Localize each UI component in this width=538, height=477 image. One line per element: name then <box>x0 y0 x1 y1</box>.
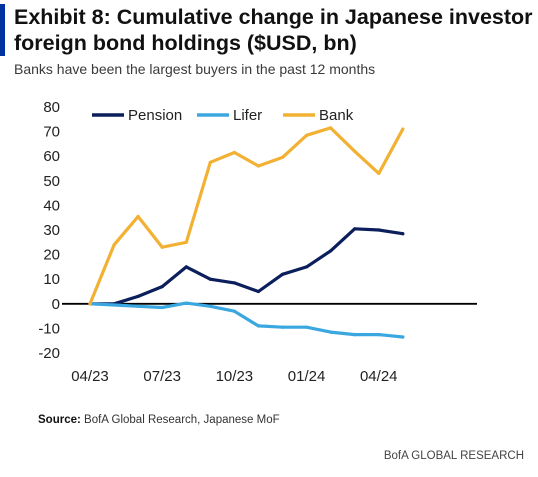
y-tick-label: 40 <box>43 197 60 214</box>
data-point-lifer <box>184 301 188 305</box>
data-point-pension <box>329 249 333 253</box>
y-tick-label: -10 <box>38 320 60 337</box>
data-point-lifer <box>305 325 309 329</box>
data-point-pension <box>377 228 381 232</box>
y-tick-label: 80 <box>43 99 60 116</box>
series-line-pension <box>88 227 405 306</box>
y-tick-label: 10 <box>43 271 60 288</box>
data-point-bank <box>160 245 164 249</box>
data-point-bank <box>377 171 381 175</box>
y-tick-label: -20 <box>38 345 60 362</box>
source-text: BofA Global Research, Japanese MoF <box>80 414 280 426</box>
source-label: Source: <box>38 414 81 426</box>
data-point-pension <box>184 265 188 269</box>
legend-label-bank: Bank <box>319 107 354 124</box>
data-point-bank <box>232 150 236 155</box>
series-lifer <box>88 301 405 339</box>
data-point-lifer <box>401 335 405 339</box>
data-point-lifer <box>329 330 333 334</box>
data-point-lifer <box>280 325 285 329</box>
chart-subtitle: Banks have been the largest buyers in th… <box>14 61 376 77</box>
title-accent-bar <box>0 4 5 56</box>
data-point-bank <box>256 164 260 168</box>
y-tick-label: 0 <box>52 296 60 313</box>
y-tick-label: 50 <box>43 173 60 190</box>
y-axis: -20 -10 0 10 20 30 40 50 60 70 80 <box>38 99 60 362</box>
data-point-lifer <box>208 304 212 308</box>
series-layer <box>88 126 405 339</box>
x-tick-label: 01/24 <box>288 368 326 385</box>
data-point-pension <box>401 232 405 236</box>
data-point-lifer <box>112 303 116 307</box>
data-point-pension <box>353 227 357 231</box>
data-point-lifer <box>256 324 260 328</box>
x-tick-label: 04/23 <box>71 368 109 385</box>
data-point-pension <box>136 294 140 298</box>
legend-label-pension: Pension <box>128 107 182 124</box>
legend-label-lifer: Lifer <box>233 107 262 124</box>
data-point-bank <box>280 155 285 159</box>
y-tick-label: 60 <box>43 148 60 165</box>
data-point-lifer <box>232 309 236 313</box>
legend: Pension Lifer Bank <box>92 107 354 124</box>
data-point-bank <box>184 240 188 244</box>
y-tick-label: 20 <box>43 247 60 264</box>
series-line-bank <box>88 126 405 306</box>
data-point-pension <box>208 277 212 281</box>
data-point-pension <box>160 285 164 289</box>
data-point-bank <box>401 127 405 131</box>
series-line-lifer <box>88 301 405 339</box>
data-point-bank <box>88 302 92 306</box>
data-point-pension <box>232 281 236 285</box>
data-point-bank <box>136 214 140 219</box>
data-point-lifer <box>160 305 164 310</box>
data-point-lifer <box>136 304 140 308</box>
data-point-bank <box>112 243 116 247</box>
data-point-bank <box>208 160 212 164</box>
data-point-bank <box>329 126 333 130</box>
data-point-pension <box>305 265 309 269</box>
x-tick-label: 07/23 <box>143 368 181 385</box>
brand-label: BofA GLOBAL RESEARCH <box>383 450 524 462</box>
source-note: Source: BofA Global Research, Japanese M… <box>38 414 280 426</box>
y-tick-label: 70 <box>43 124 60 141</box>
data-point-pension <box>280 272 285 276</box>
data-point-bank <box>353 149 357 153</box>
x-tick-label: 04/24 <box>360 368 398 385</box>
series-bank <box>88 126 405 306</box>
data-point-bank <box>305 133 309 137</box>
x-axis: 04/23 07/23 10/23 01/24 04/24 <box>71 368 397 385</box>
data-point-lifer <box>377 333 381 337</box>
data-point-lifer <box>353 333 357 337</box>
y-tick-label: 30 <box>43 222 60 239</box>
chart-title: Exhibit 8: Cumulative change in Japanese… <box>14 5 533 55</box>
x-tick-label: 10/23 <box>216 368 254 385</box>
series-pension <box>88 227 405 306</box>
data-point-pension <box>256 289 260 294</box>
